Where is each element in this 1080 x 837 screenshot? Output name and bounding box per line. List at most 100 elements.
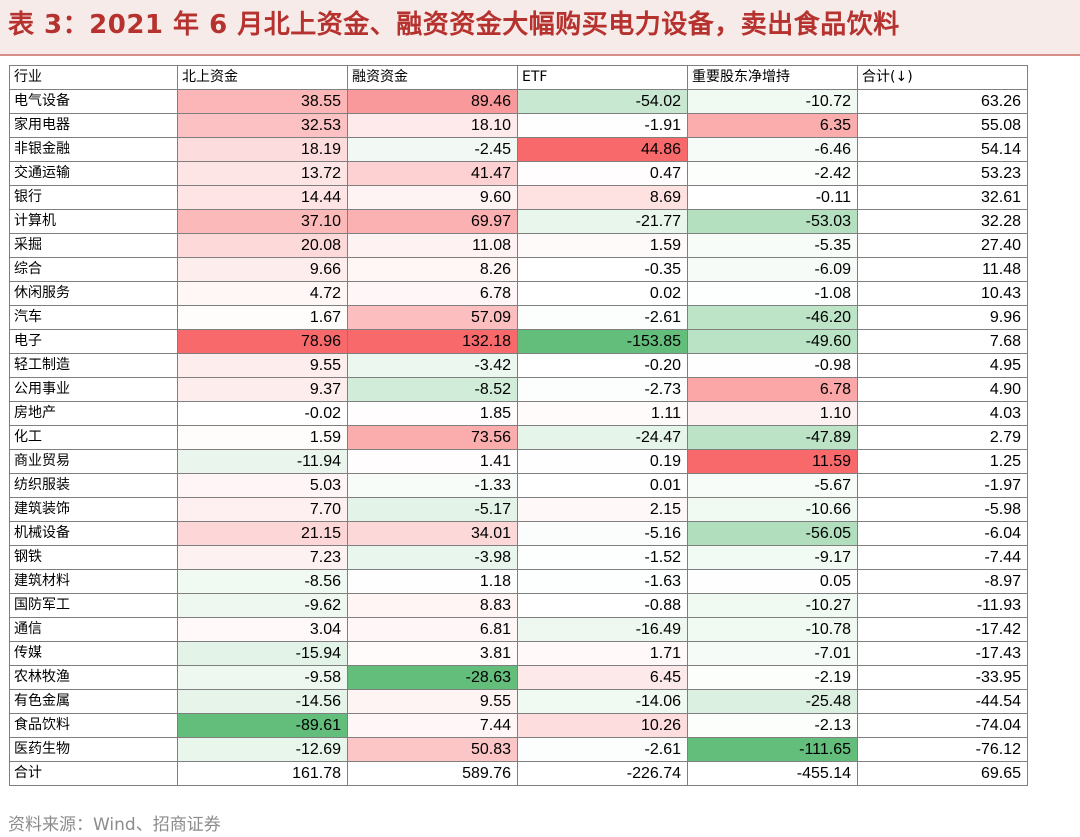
header-industry: 行业 — [9, 65, 178, 90]
shareholder-cell: 6.78 — [687, 377, 858, 402]
table-row: 商业贸易 -11.94 1.41 0.19 11.59 1.25 — [9, 449, 1028, 474]
table-title: 表 3：2021 年 6 月北上资金、融资资金大幅购买电力设备，卖出食品饮料 — [8, 10, 900, 40]
total-cell: 32.28 — [857, 209, 1028, 234]
table-row: 计算机 37.10 69.97 -21.77 -53.03 32.28 — [9, 209, 1028, 234]
etf-cell: -16.49 — [517, 617, 688, 642]
total-cell: 55.08 — [857, 113, 1028, 138]
fund-flow-table: 行业 北上资金 融资资金 ETF 重要股东净增持 合计(↓) 电气设备 38.55… — [9, 65, 1028, 786]
shareholder-cell: -9.17 — [687, 545, 858, 570]
header-northbound: 北上资金 — [177, 65, 348, 90]
margin-cell: 34.01 — [347, 521, 518, 546]
etf-cell: 0.19 — [517, 449, 688, 474]
industry-name-cell: 建筑装饰 — [9, 497, 178, 522]
industry-name-cell: 轻工制造 — [9, 353, 178, 378]
shareholder-cell: -455.14 — [687, 761, 858, 786]
shareholder-cell: -10.78 — [687, 617, 858, 642]
margin-cell: -3.98 — [347, 545, 518, 570]
table-row: 通信 3.04 6.81 -16.49 -10.78 -17.42 — [9, 617, 1028, 642]
margin-cell: -3.42 — [347, 353, 518, 378]
shareholder-cell: -2.13 — [687, 713, 858, 738]
industry-name-cell: 国防军工 — [9, 593, 178, 618]
table-row: 纺织服装 5.03 -1.33 0.01 -5.67 -1.97 — [9, 473, 1028, 498]
shareholder-cell: 6.35 — [687, 113, 858, 138]
etf-cell: -14.06 — [517, 689, 688, 714]
shareholder-cell: -6.46 — [687, 137, 858, 162]
title-bar: 表 3：2021 年 6 月北上资金、融资资金大幅购买电力设备，卖出食品饮料 — [0, 0, 1080, 54]
total-cell: -8.97 — [857, 569, 1028, 594]
etf-cell: 10.26 — [517, 713, 688, 738]
total-cell: 54.14 — [857, 137, 1028, 162]
total-cell: -44.54 — [857, 689, 1028, 714]
industry-name-cell: 家用电器 — [9, 113, 178, 138]
total-cell: -33.95 — [857, 665, 1028, 690]
shareholder-cell: -56.05 — [687, 521, 858, 546]
northbound-cell: 9.66 — [177, 257, 348, 282]
northbound-cell: -15.94 — [177, 641, 348, 666]
industry-name-cell: 有色金属 — [9, 689, 178, 714]
title-rule — [0, 54, 1080, 56]
shareholder-cell: -111.65 — [687, 737, 858, 762]
margin-cell: 69.97 — [347, 209, 518, 234]
table-row: 银行 14.44 9.60 8.69 -0.11 32.61 — [9, 185, 1028, 210]
source-note: 资料来源：Wind、招商证券 — [8, 815, 221, 835]
total-cell: -76.12 — [857, 737, 1028, 762]
industry-name-cell: 食品饮料 — [9, 713, 178, 738]
total-cell: 27.40 — [857, 233, 1028, 258]
northbound-cell: 18.19 — [177, 137, 348, 162]
northbound-cell: 9.37 — [177, 377, 348, 402]
shareholder-cell: -46.20 — [687, 305, 858, 330]
northbound-cell: -0.02 — [177, 401, 348, 426]
etf-cell: -1.52 — [517, 545, 688, 570]
table-row: 采掘 20.08 11.08 1.59 -5.35 27.40 — [9, 233, 1028, 258]
total-cell: 7.68 — [857, 329, 1028, 354]
margin-cell: 11.08 — [347, 233, 518, 258]
table-body: 电气设备 38.55 89.46 -54.02 -10.72 63.26 家用电器 32.53… — [9, 89, 1028, 786]
margin-cell: -2.45 — [347, 137, 518, 162]
margin-cell: -1.33 — [347, 473, 518, 498]
total-cell: 10.43 — [857, 281, 1028, 306]
total-cell: 4.95 — [857, 353, 1028, 378]
northbound-cell: -9.58 — [177, 665, 348, 690]
total-cell: -1.97 — [857, 473, 1028, 498]
table-row: 电气设备 38.55 89.46 -54.02 -10.72 63.26 — [9, 89, 1028, 114]
total-cell: 1.25 — [857, 449, 1028, 474]
industry-name-cell: 综合 — [9, 257, 178, 282]
table-row: 机械设备 21.15 34.01 -5.16 -56.05 -6.04 — [9, 521, 1028, 546]
etf-cell: -5.16 — [517, 521, 688, 546]
total-cell: 4.90 — [857, 377, 1028, 402]
shareholder-cell: -7.01 — [687, 641, 858, 666]
northbound-cell: 1.59 — [177, 425, 348, 450]
table-row: 钢铁 7.23 -3.98 -1.52 -9.17 -7.44 — [9, 545, 1028, 570]
total-cell: 69.65 — [857, 761, 1028, 786]
etf-cell: -21.77 — [517, 209, 688, 234]
margin-cell: 9.60 — [347, 185, 518, 210]
table-row: 轻工制造 9.55 -3.42 -0.20 -0.98 4.95 — [9, 353, 1028, 378]
northbound-cell: 7.70 — [177, 497, 348, 522]
northbound-cell: 161.78 — [177, 761, 348, 786]
industry-name-cell: 钢铁 — [9, 545, 178, 570]
northbound-cell: 38.55 — [177, 89, 348, 114]
margin-cell: 8.26 — [347, 257, 518, 282]
total-cell: 63.26 — [857, 89, 1028, 114]
etf-cell: 0.01 — [517, 473, 688, 498]
industry-name-cell: 公用事业 — [9, 377, 178, 402]
industry-name-cell: 通信 — [9, 617, 178, 642]
total-cell: 9.96 — [857, 305, 1028, 330]
table-row: 非银金融 18.19 -2.45 44.86 -6.46 54.14 — [9, 137, 1028, 162]
shareholder-cell: -2.42 — [687, 161, 858, 186]
margin-cell: 1.85 — [347, 401, 518, 426]
northbound-cell: -12.69 — [177, 737, 348, 762]
shareholder-cell: -5.67 — [687, 473, 858, 498]
table-row: 农林牧渔 -9.58 -28.63 6.45 -2.19 -33.95 — [9, 665, 1028, 690]
etf-cell: 0.47 — [517, 161, 688, 186]
northbound-cell: 78.96 — [177, 329, 348, 354]
industry-name-cell: 机械设备 — [9, 521, 178, 546]
margin-cell: -5.17 — [347, 497, 518, 522]
industry-name-cell: 计算机 — [9, 209, 178, 234]
etf-cell: 1.11 — [517, 401, 688, 426]
industry-name-cell: 合计 — [9, 761, 178, 786]
etf-cell: -0.35 — [517, 257, 688, 282]
shareholder-cell: 11.59 — [687, 449, 858, 474]
header-shareholder: 重要股东净增持 — [687, 65, 858, 90]
etf-cell: -54.02 — [517, 89, 688, 114]
